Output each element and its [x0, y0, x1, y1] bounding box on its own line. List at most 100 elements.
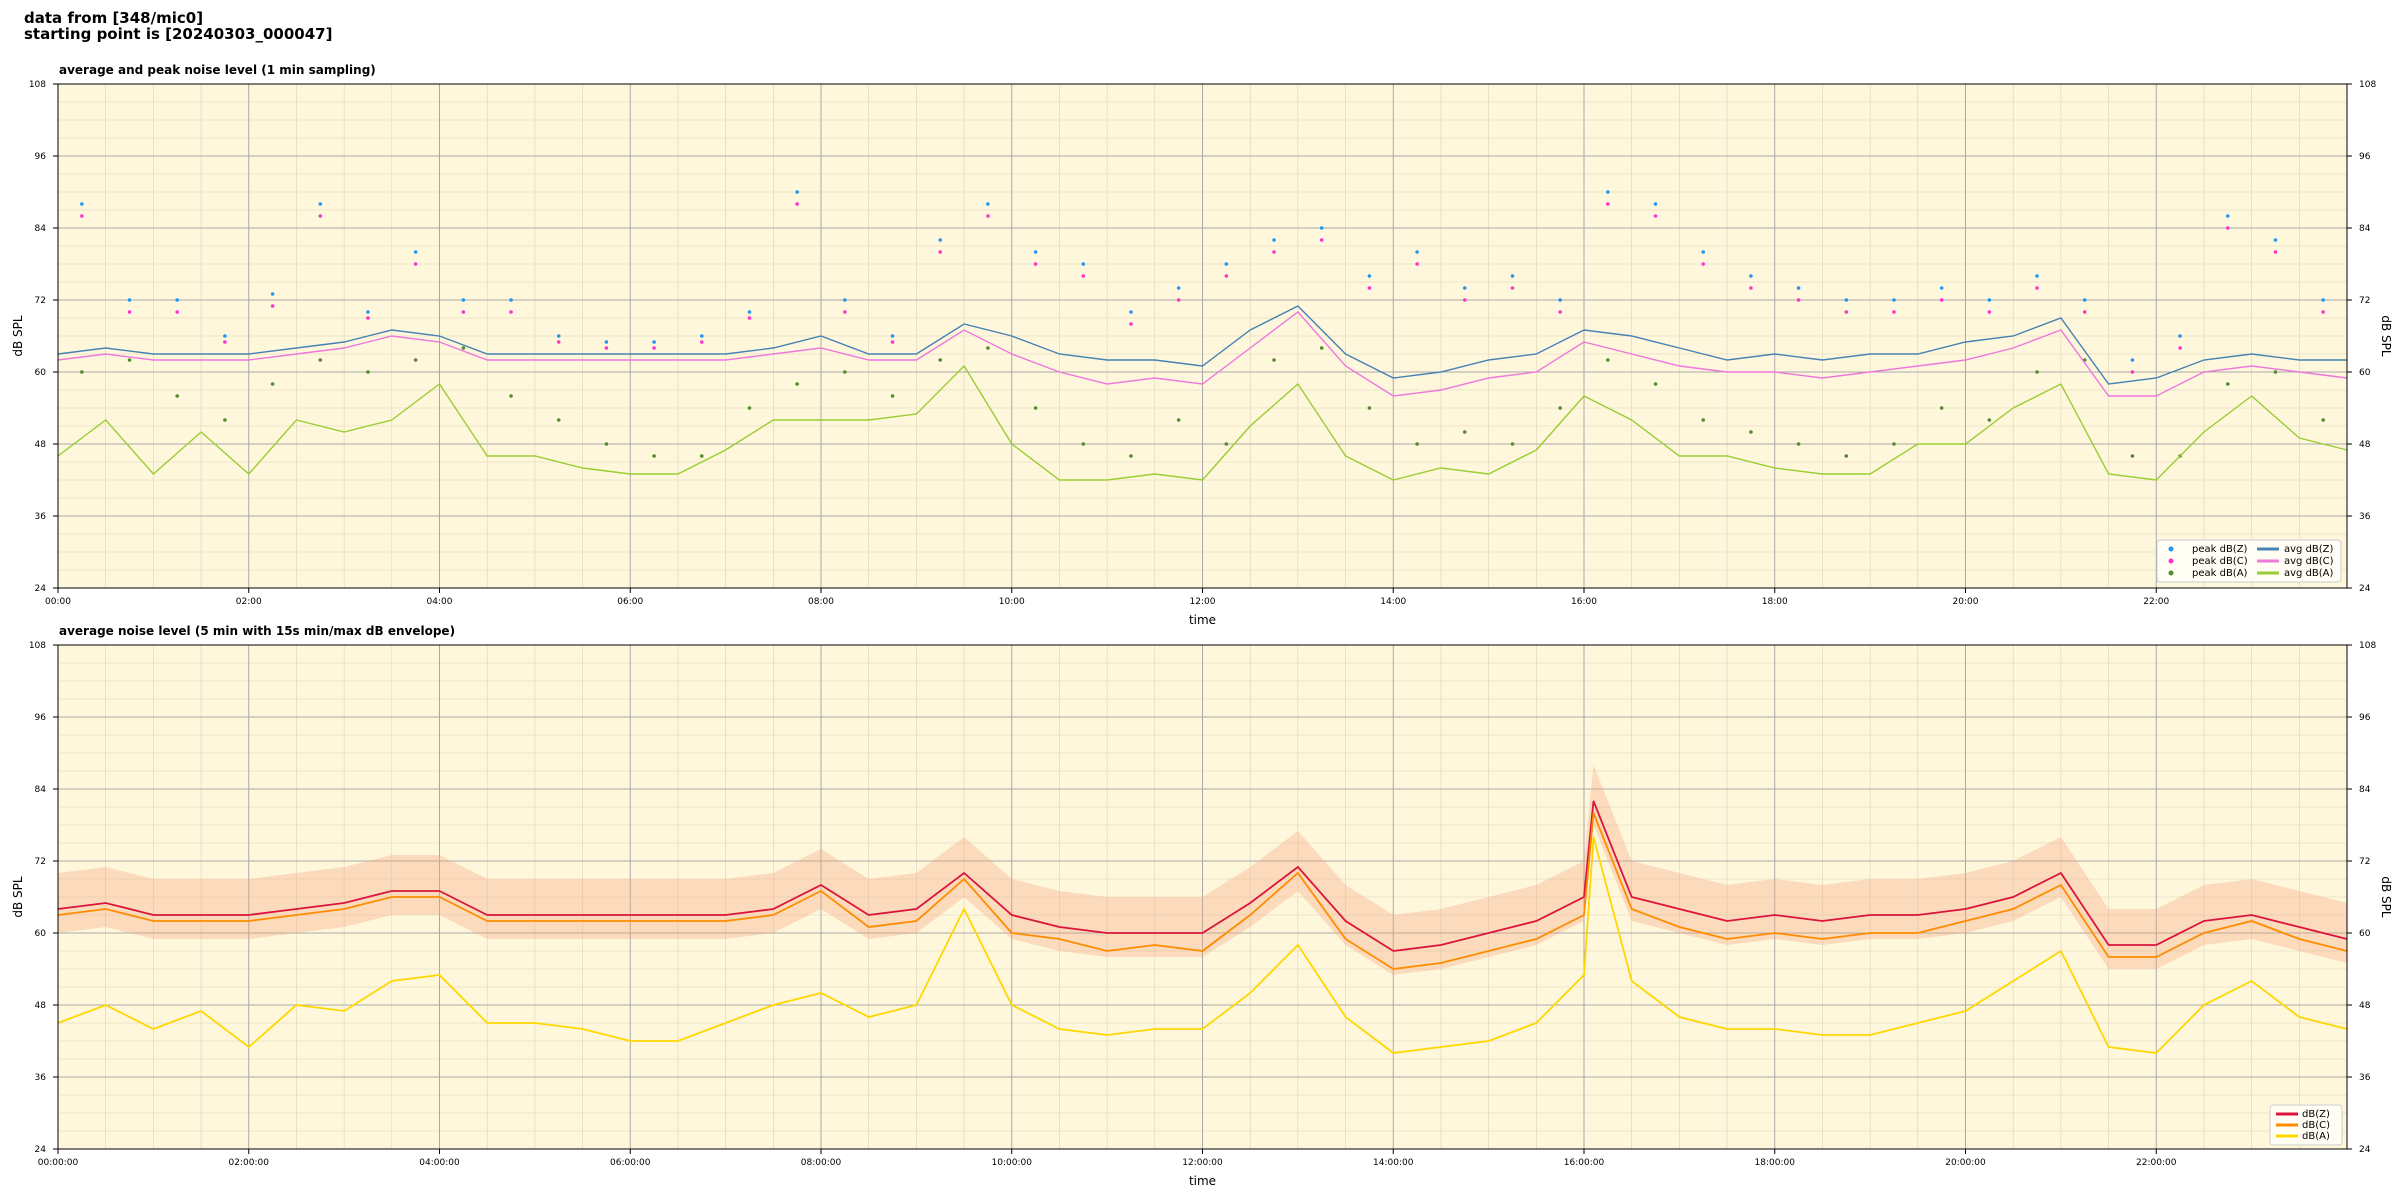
x-tick-label: 14:00:00 — [1373, 1158, 1414, 1168]
legend-label: peak dB(Z) — [2192, 544, 2248, 555]
plot-frame — [57, 83, 2348, 589]
point-peak_z — [1415, 250, 1419, 254]
point-peak_a — [1129, 454, 1133, 458]
point-peak_a — [1272, 358, 1276, 362]
legend: peak dB(Z)peak dB(C)peak dB(A)avg dB(Z)a… — [2156, 539, 2342, 583]
y-tick-label-right: 108 — [2359, 641, 2376, 651]
point-peak_z — [699, 334, 704, 338]
point-peak_a — [1081, 442, 1086, 446]
point-peak_c — [986, 214, 990, 218]
y-tick-label-left: 24 — [35, 584, 47, 594]
series-layer — [57, 765, 2348, 1054]
point-peak_z — [1176, 286, 1181, 290]
chart-title: average and peak noise level (1 min samp… — [59, 63, 376, 77]
y-tick-label-right: 48 — [2359, 440, 2371, 450]
page-header: data from [348/mic0] starting point is [… — [24, 10, 332, 42]
point-peak_a — [1462, 430, 1467, 434]
y-tick-label-left: 108 — [29, 641, 46, 651]
point-peak_a — [2273, 370, 2278, 374]
legend-label: avg dB(A) — [2284, 568, 2334, 579]
legend-marker — [2168, 558, 2174, 564]
y-tick-label-right: 84 — [2359, 785, 2371, 795]
point-peak_a — [1987, 418, 1992, 422]
x-axis-label: time — [1189, 1174, 1216, 1188]
point-peak_c — [318, 214, 323, 218]
point-peak_a — [509, 394, 513, 398]
x-tick-label: 20:00:00 — [1945, 1158, 1986, 1168]
y-tick-label-left: 72 — [35, 857, 46, 867]
y-tick-label-right: 60 — [2359, 929, 2371, 939]
y-tick-label-left: 48 — [35, 440, 47, 450]
y-tick-label-left: 36 — [35, 1073, 47, 1083]
x-tick-label: 08:00:00 — [801, 1158, 842, 1168]
point-peak_c — [1939, 298, 1944, 302]
point-peak_z — [1129, 310, 1133, 314]
point-peak_c — [556, 340, 561, 344]
point-peak_z — [843, 298, 847, 302]
point-peak_z — [2178, 334, 2182, 338]
line-db_z — [57, 800, 2348, 952]
point-peak_z — [509, 298, 513, 302]
y-tick-label-right: 72 — [2359, 857, 2370, 867]
point-peak_c — [1367, 286, 1372, 290]
y-tick-label-right: 108 — [2359, 80, 2376, 90]
point-peak_z — [1939, 286, 1944, 290]
legend-label: dB(C) — [2302, 1120, 2330, 1131]
y-tick-label-left: 84 — [35, 785, 47, 795]
x-tick-label: 18:00:00 — [1755, 1158, 1796, 1168]
point-peak_a — [80, 370, 84, 374]
line-db_a — [57, 836, 2348, 1054]
x-tick-label: 02:00:00 — [229, 1158, 270, 1168]
y-axis-label-right: dB SPL — [2379, 876, 2393, 918]
point-peak_a — [223, 418, 227, 422]
point-peak_a — [1939, 406, 1944, 410]
point-peak_a — [2035, 370, 2039, 374]
point-peak_z — [2321, 298, 2325, 302]
point-peak_a — [652, 454, 656, 458]
y-tick-label-left: 60 — [35, 368, 47, 378]
point-peak_c — [604, 346, 609, 350]
point-peak_c — [1510, 286, 1515, 290]
point-peak_c — [2225, 226, 2230, 230]
point-peak_z — [270, 292, 275, 296]
point-peak_z — [1987, 298, 1992, 302]
point-peak_z — [223, 334, 227, 338]
point-peak_a — [1033, 406, 1038, 410]
point-peak_z — [80, 202, 84, 206]
point-peak_c — [795, 202, 799, 206]
point-peak_a — [1224, 442, 1229, 446]
point-peak_z — [556, 334, 561, 338]
point-peak_c — [1224, 274, 1229, 278]
point-peak_z — [652, 340, 656, 344]
point-peak_z — [2273, 238, 2278, 242]
x-tick-label: 16:00 — [1571, 597, 1597, 607]
point-peak_c — [1033, 262, 1038, 266]
x-tick-label: 04:00 — [427, 597, 453, 607]
point-peak_a — [318, 358, 323, 362]
line-db_c — [57, 812, 2348, 970]
point-peak_c — [1272, 250, 1276, 254]
x-tick-label: 06:00 — [617, 597, 643, 607]
point-peak_z — [2130, 358, 2135, 362]
point-peak_z — [1844, 298, 1849, 302]
point-peak_c — [2178, 346, 2182, 350]
point-peak_z — [175, 298, 180, 302]
x-tick-label: 00:00 — [45, 597, 71, 607]
point-peak_z — [127, 298, 132, 302]
point-peak_c — [366, 316, 370, 320]
point-peak_c — [1749, 286, 1753, 290]
point-peak_a — [1558, 406, 1562, 410]
point-peak_a — [699, 454, 704, 458]
point-peak_c — [1129, 322, 1133, 326]
point-peak_z — [890, 334, 895, 338]
y-tick-label-left: 96 — [35, 152, 47, 162]
point-peak_c — [80, 214, 84, 218]
x-tick-label: 06:00:00 — [610, 1158, 651, 1168]
y-tick-label-left: 48 — [35, 1001, 47, 1011]
legend-label: avg dB(Z) — [2284, 544, 2334, 555]
point-peak_z — [1272, 238, 1276, 242]
legend-label: peak dB(C) — [2192, 556, 2248, 567]
point-peak_c — [2082, 310, 2087, 314]
y-tick-label-left: 36 — [35, 512, 47, 522]
point-peak_a — [1367, 406, 1372, 410]
